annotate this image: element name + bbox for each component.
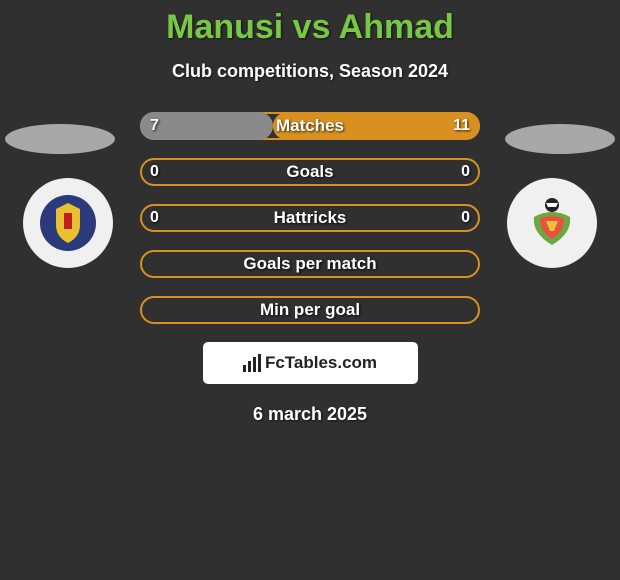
stat-bar-right xyxy=(273,112,480,140)
page-title: Manusi vs Ahmad xyxy=(0,0,620,47)
stat-value-left: 0 xyxy=(150,204,159,232)
stat-row: 711Matches xyxy=(140,112,480,140)
stat-value-right: 11 xyxy=(453,112,470,140)
stat-value-right: 0 xyxy=(461,204,470,232)
stat-value-right: 0 xyxy=(461,158,470,186)
subtitle: Club competitions, Season 2024 xyxy=(0,61,620,82)
stat-bar-outline xyxy=(140,250,480,278)
stat-row: 00Goals xyxy=(140,158,480,186)
date-text: 6 march 2025 xyxy=(0,404,620,425)
brand-footer[interactable]: FcTables.com xyxy=(203,342,418,384)
stat-bar-outline xyxy=(140,296,480,324)
stat-value-left: 0 xyxy=(150,158,159,186)
chart-icon xyxy=(243,354,261,372)
stat-bar-outline xyxy=(140,204,480,232)
stat-bar-outline xyxy=(140,158,480,186)
brand-text: FcTables.com xyxy=(265,353,377,373)
stat-value-left: 7 xyxy=(150,112,159,140)
stat-row: 00Hattricks xyxy=(140,204,480,232)
stat-bar-left xyxy=(140,112,273,140)
stat-row: Goals per match xyxy=(140,250,480,278)
stats-area: 711Matches00Goals00HattricksGoals per ma… xyxy=(0,112,620,324)
stat-row: Min per goal xyxy=(140,296,480,324)
